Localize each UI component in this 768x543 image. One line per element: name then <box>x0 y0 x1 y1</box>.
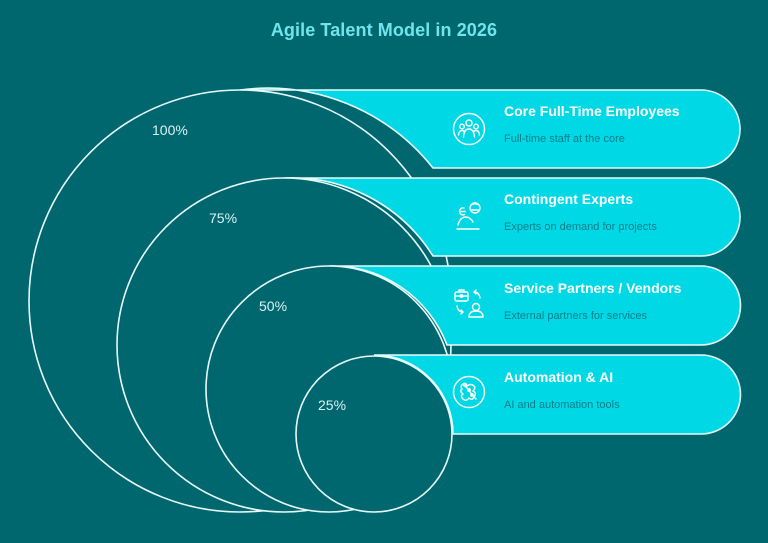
pill-automation-ai <box>373 354 742 435</box>
pill-core-employees <box>239 87 741 169</box>
layer-desc-automation-ai: AI and automation tools <box>504 399 620 411</box>
layer-title-automation-ai: Automation & AI <box>504 369 614 385</box>
pill-contingent-experts <box>283 177 741 257</box>
layer-25 <box>295 354 742 513</box>
percent-label-100: 100% <box>152 122 188 138</box>
percent-label-25: 25% <box>318 397 347 413</box>
layer-title-service-partners: Service Partners / Vendors <box>504 280 682 296</box>
experts-icon <box>456 202 481 230</box>
page-title: Agile Talent Model in 2026 <box>270 20 498 40</box>
pill-service-partners <box>328 265 742 346</box>
partners-exchange-icon <box>454 289 484 318</box>
layer-title-contingent-experts: Contingent Experts <box>504 191 634 207</box>
layer-desc-contingent-experts: Experts on demand for projects <box>504 221 657 233</box>
automation-ai-icon <box>452 375 486 409</box>
percent-label-50: 50% <box>259 298 288 314</box>
circle-25 <box>295 355 453 513</box>
percent-label-75: 75% <box>209 210 238 226</box>
layer-desc-core-employees: Full-time staff at the core <box>504 133 625 145</box>
team-icon <box>452 112 486 146</box>
layer-desc-service-partners: External partners for services <box>504 310 648 322</box>
layer-title-core-employees: Core Full-Time Employees <box>504 103 680 119</box>
